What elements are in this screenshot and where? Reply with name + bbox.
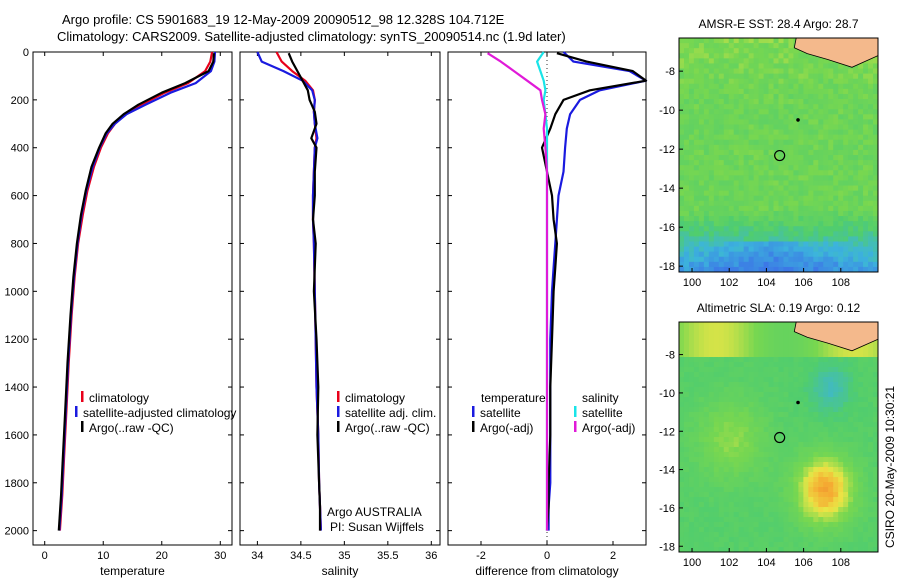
annotation-pi: PI: Susan Wijffels — [330, 520, 424, 534]
depth-tick-label: 800 — [11, 238, 29, 250]
depth-tick-label: 1000 — [5, 286, 29, 298]
salinity-panel-xlabel: salinity — [322, 564, 359, 578]
temperature-panel-xtick-label: 20 — [156, 550, 168, 562]
sla-map-ytick-label: -8 — [665, 350, 675, 362]
sst-map-ytick-label: -18 — [659, 261, 675, 273]
sst-map-float-circle — [774, 149, 786, 162]
salinity-panel-xtick-label: 34.5 — [290, 550, 311, 562]
difference-panel-xtick-label: 2 — [610, 550, 616, 562]
sst-map-frame — [678, 37, 879, 273]
depth-tick-label: 1200 — [5, 334, 29, 346]
legend-sal-satellite: satellite adj. clim. — [345, 406, 436, 420]
difference-panel-xlabel: difference from climatology — [475, 564, 618, 578]
sla-map-ytick-label: -16 — [659, 503, 675, 515]
legend-sal-argo-swatch — [337, 421, 340, 432]
sla-map-xtick-label: 102 — [720, 557, 738, 569]
sst-map-title: AMSR-E SST: 28.4 Argo: 28.7 — [698, 17, 858, 31]
legend-diff-sal-satellite: satellite — [582, 406, 623, 420]
sst-map-ytick-label: -10 — [659, 105, 675, 117]
sst-map-island-marker — [796, 118, 800, 122]
temperature-panel-xtick-label: 10 — [97, 550, 109, 562]
sla-map-ytick-label: -14 — [659, 465, 675, 477]
legend-argo-raw: Argo(..raw -QC) — [89, 421, 174, 435]
depth-tick-label: 1600 — [5, 430, 29, 442]
temperature-panel-series-argo-raw-qc- — [57, 53, 215, 531]
sla-map-xtick-label: 106 — [794, 557, 812, 569]
sst-map-ytick-label: -14 — [659, 183, 675, 195]
sla-map-xtick-label: 108 — [832, 557, 850, 569]
depth-tick-label: 600 — [11, 191, 29, 203]
sla-map-cells — [679, 322, 879, 553]
sla-map-title: Altimetric SLA: 0.19 Argo: 0.12 — [697, 301, 861, 315]
sla-map-xtick-label: 100 — [683, 557, 701, 569]
sst-map-ytick-label: -16 — [659, 222, 675, 234]
legend-satellite-adjusted-swatch — [75, 406, 78, 417]
difference-panel-series-salinity-argo-adj- — [487, 52, 549, 531]
legend-argo-raw-swatch — [81, 421, 84, 432]
legend-climatology-swatch — [81, 391, 84, 402]
legend-diff-temp-argo: Argo(-adj) — [480, 421, 533, 435]
salinity-panel-xtick-label: 35.5 — [377, 550, 398, 562]
depth-tick-label: 400 — [11, 143, 29, 155]
temperature-panel-frame — [32, 51, 233, 546]
legend-diff-temp-satellite: satellite — [480, 406, 521, 420]
salinity-panel-series-argo-raw-qc- — [287, 52, 322, 531]
depth-tick-label: 0 — [23, 47, 29, 59]
sst-map-cells — [679, 38, 879, 273]
difference-panel-xtick-label: 0 — [544, 550, 550, 562]
sst-map-xtick-label: 102 — [720, 277, 738, 289]
depth-tick-label: 1800 — [5, 478, 29, 490]
temperature-panel-xtick-label: 0 — [42, 550, 48, 562]
sst-map-ytick-label: -8 — [665, 66, 675, 78]
sst-map-xtick-label: 106 — [794, 277, 812, 289]
legend-diff-temp-argo-swatch — [472, 421, 475, 432]
difference-panel-series-temperature-argo-adj- — [540, 52, 648, 531]
sla-map-ytick-label: -10 — [659, 388, 675, 400]
sla-map-xtick-label: 104 — [757, 557, 775, 569]
depth-tick-label: 200 — [11, 95, 29, 107]
legend-climatology: climatology — [89, 391, 149, 405]
depth-tick-label: 1400 — [5, 382, 29, 394]
sst-map-xtick-label: 108 — [832, 277, 850, 289]
legend-diff-sal-argo: Argo(-adj) — [582, 421, 635, 435]
salinity-panel-frame — [239, 51, 441, 546]
sla-map-float-circle — [774, 431, 786, 444]
legend-sal-satellite-swatch — [337, 406, 340, 417]
sla-map-frame — [678, 321, 879, 553]
temperature-panel-xlabel: temperature — [100, 564, 165, 578]
legend-sal-climatology: climatology — [345, 391, 405, 405]
sst-map-ytick-label: -12 — [659, 144, 675, 156]
sla-map-ytick-label: -12 — [659, 426, 675, 438]
sst-map-xtick-label: 100 — [683, 277, 701, 289]
salinity-panel-xtick-label: 34 — [251, 550, 263, 562]
depth-tick-label: 2000 — [5, 526, 29, 538]
temperature-panel-xtick-label: 30 — [214, 550, 226, 562]
figure-title-line1: Argo profile: CS 5901683_19 12-May-2009 … — [62, 12, 505, 27]
salinity-panel-xtick-label: 35 — [338, 550, 350, 562]
annotation-argo-australia: Argo AUSTRALIA — [327, 505, 422, 519]
legend-diff-temp-satellite-swatch — [472, 406, 475, 417]
legend-sal-argo: Argo(..raw -QC) — [345, 421, 430, 435]
legend-sal-climatology-swatch — [337, 391, 340, 402]
figure-title-line2: Climatology: CARS2009. Satellite-adjuste… — [57, 29, 566, 44]
legend-satellite-adjusted: satellite-adjusted climatology — [83, 406, 236, 420]
sst-map-xtick-label: 104 — [757, 277, 775, 289]
legend-diff-sal-satellite-swatch — [574, 406, 577, 417]
salinity-panel-xtick-label: 36 — [425, 550, 437, 562]
sla-map-island-marker — [796, 400, 800, 405]
legend-diff-salinity-header: salinity — [582, 391, 619, 405]
legend-diff-temperature-header: temperature — [481, 391, 546, 405]
sla-map-ytick-label: -18 — [659, 541, 675, 553]
difference-panel-xtick-label: -2 — [476, 550, 486, 562]
legend-diff-sal-argo-swatch — [574, 421, 577, 432]
